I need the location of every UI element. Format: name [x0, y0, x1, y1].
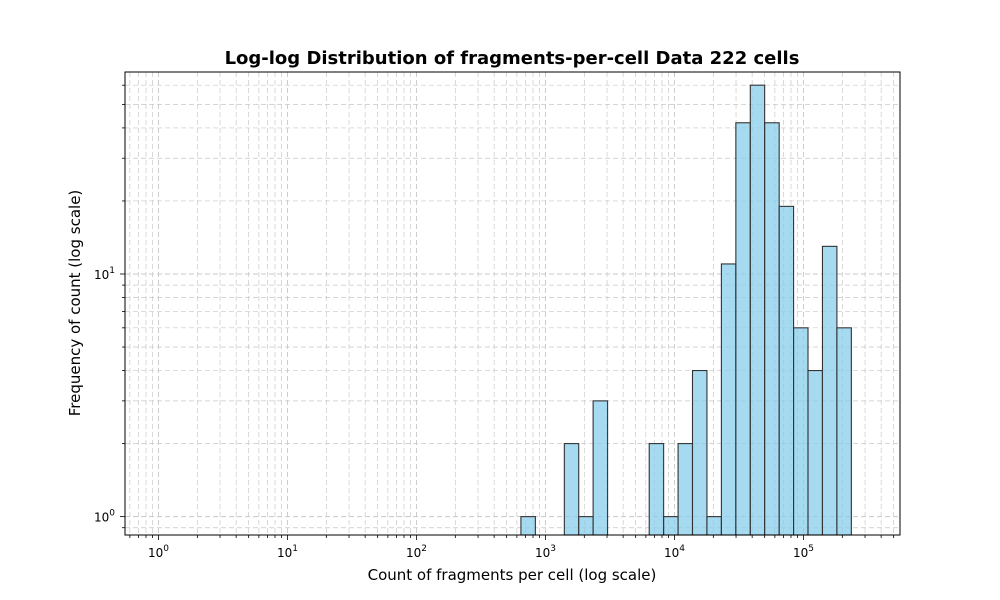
x-tick-label: 104	[664, 544, 685, 560]
histogram-bar	[663, 516, 679, 536]
ticks-layer: 100 101 102 103 104 105 100 101	[94, 84, 895, 560]
chart-title: Log-log Distribution of fragments-per-ce…	[225, 48, 800, 69]
histogram-bar	[720, 263, 737, 536]
histogram-bar	[836, 327, 852, 536]
plot-frame	[124, 71, 901, 536]
y-tick-label: 101	[94, 266, 115, 282]
x-tick-label: 105	[793, 544, 814, 560]
bars-layer	[520, 84, 852, 536]
histogram-bar	[648, 443, 665, 536]
histogram-bar	[764, 122, 780, 536]
y-tick-label: 100	[94, 509, 115, 525]
histogram-bar	[821, 245, 838, 536]
histogram-bar	[807, 369, 824, 536]
x-tick-label: 103	[535, 544, 556, 560]
x-axis-label: Count of fragments per cell (log scale)	[368, 566, 657, 584]
histogram-bar	[578, 516, 594, 536]
histogram-bar	[778, 205, 795, 536]
y-axis-label: Frequency of count (log scale)	[66, 190, 84, 417]
x-tick-label: 102	[406, 544, 427, 560]
histogram-bar	[691, 369, 708, 536]
histogram-bar	[677, 443, 694, 536]
histogram-bar	[793, 327, 809, 536]
histogram-bar	[520, 516, 536, 536]
histogram-bar	[706, 516, 722, 536]
histogram-bar	[735, 122, 751, 536]
x-tick-label: 101	[277, 544, 298, 560]
histogram-bar	[749, 84, 766, 536]
x-tick-label: 100	[148, 544, 169, 560]
histogram-bar	[563, 443, 580, 536]
histogram-bar	[592, 400, 609, 536]
